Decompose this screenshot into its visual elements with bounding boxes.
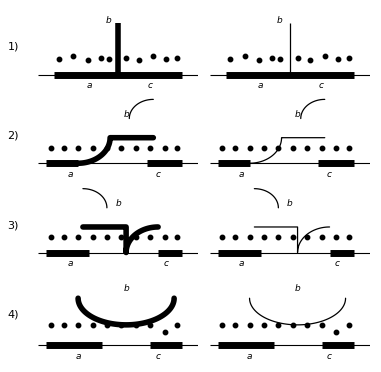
Text: b: b [295,110,301,119]
Text: b: b [106,16,111,25]
Text: c: c [155,170,161,179]
Text: c: c [319,80,324,90]
Text: c: c [163,259,169,268]
Text: 1): 1) [8,42,19,51]
Text: b: b [287,199,293,208]
Text: c: c [335,259,340,268]
Text: 2): 2) [8,131,19,141]
Text: c: c [155,352,161,361]
Text: a: a [86,80,92,90]
Text: b: b [115,199,121,208]
Text: c: c [327,170,332,179]
Text: b: b [295,284,301,294]
Text: a: a [67,259,73,268]
Text: c: c [327,352,332,361]
Text: 3): 3) [8,220,19,230]
Text: a: a [67,170,73,179]
Text: 4): 4) [8,310,19,319]
Text: c: c [147,80,153,90]
Text: a: a [239,259,244,268]
Text: a: a [75,352,81,361]
Text: b: b [277,16,283,25]
Text: a: a [247,352,252,361]
Text: a: a [239,170,244,179]
Text: b: b [123,110,129,119]
Text: a: a [258,80,264,90]
Text: b: b [123,284,129,294]
